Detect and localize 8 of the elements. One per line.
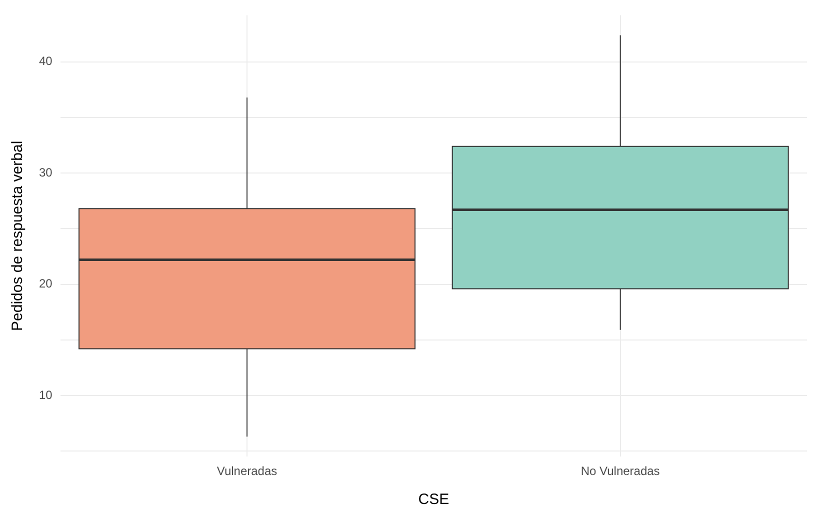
y-tick-label: 20 [38,276,53,291]
y-tick-label: 30 [38,165,53,180]
x-axis-title: CSE [418,491,450,508]
y-tick-label: 10 [38,388,53,402]
x-tick-label: Vulneradas [216,464,278,478]
y-axis-title: Pedidos de respuesta verbal [9,140,26,331]
x-tick-label: No Vulneradas [580,464,660,478]
y-tick-label: 40 [38,54,53,68]
